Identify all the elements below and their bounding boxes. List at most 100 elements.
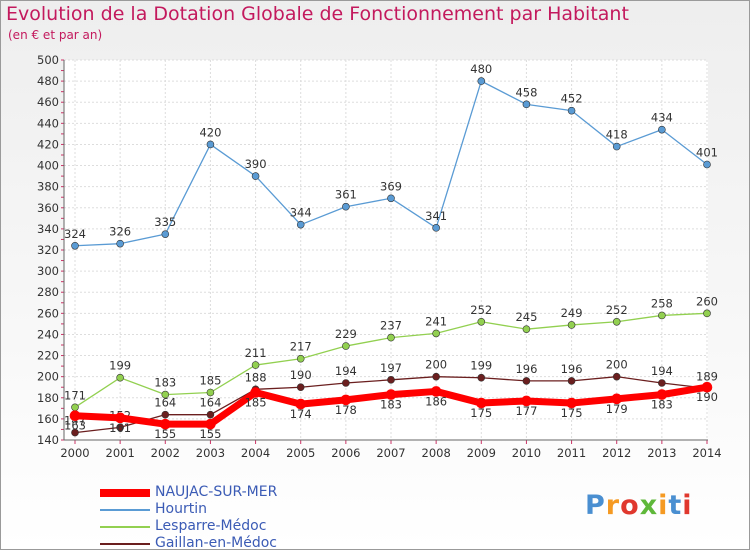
data-label-0: 183 — [380, 398, 402, 412]
logo-letter: i — [658, 490, 669, 521]
legend-label: Lesparre-Médoc — [155, 518, 267, 534]
data-label-1: 369 — [380, 179, 402, 193]
y-tick-label: 380 — [37, 180, 59, 194]
legend-item: NAUJAC-SUR-MER — [100, 484, 400, 501]
x-tick-label: 2003 — [196, 446, 225, 460]
chart-title: Evolution de la Dotation Globale de Fonc… — [6, 3, 629, 25]
data-label-2: 245 — [515, 310, 537, 324]
series-point-3 — [432, 372, 440, 381]
series-point-3 — [658, 379, 666, 387]
series-point-1 — [342, 202, 350, 211]
x-tick-label: 2007 — [376, 446, 405, 460]
data-label-2: 211 — [245, 346, 267, 360]
data-label-1: 458 — [515, 85, 537, 99]
series-point-1 — [658, 125, 666, 134]
data-label-3: 199 — [470, 359, 492, 373]
data-label-1: 452 — [561, 92, 583, 106]
legend-item: Gaillan-en-Médoc — [100, 535, 400, 552]
series-point-1 — [522, 100, 531, 109]
logo-letter: r — [605, 490, 621, 521]
y-tick-label: 340 — [37, 222, 59, 236]
data-label-1: 401 — [696, 146, 718, 160]
series-point-1 — [116, 239, 124, 248]
series-point-1 — [251, 172, 260, 180]
data-label-0: 175 — [561, 406, 583, 420]
legend-swatch — [100, 526, 150, 528]
series-point-3 — [206, 410, 215, 419]
data-label-0: 161 — [109, 421, 131, 435]
series-point-3 — [387, 376, 395, 384]
data-label-1: 341 — [425, 209, 447, 223]
y-tick-label: 180 — [37, 391, 59, 405]
logo-letter: t — [668, 490, 683, 521]
y-tick-label: 400 — [37, 159, 59, 173]
series-point-2 — [567, 321, 576, 329]
series-point-2 — [522, 325, 531, 333]
series-point-2 — [251, 361, 260, 369]
x-tick-label: 2002 — [151, 446, 180, 460]
x-tick-label: 2008 — [422, 446, 451, 460]
series-point-0 — [475, 397, 487, 409]
y-tick-label: 320 — [37, 243, 59, 257]
series-point-0 — [295, 398, 307, 410]
y-tick-label: 300 — [37, 264, 59, 278]
data-label-0: 183 — [651, 398, 673, 412]
y-tick-label: 480 — [37, 74, 59, 88]
data-label-1: 326 — [109, 225, 131, 239]
x-tick-label: 2012 — [602, 446, 631, 460]
logo-letter: x — [639, 490, 659, 521]
data-label-0: 178 — [335, 403, 357, 417]
data-label-2: 237 — [380, 319, 402, 333]
series-point-0 — [159, 418, 171, 430]
data-label-2: 229 — [335, 327, 357, 341]
y-tick-label: 200 — [37, 370, 59, 384]
data-label-3: 196 — [561, 362, 583, 376]
legend-item: Lesparre-Médoc — [100, 518, 400, 535]
legend-item: Hourtin — [100, 501, 400, 518]
data-label-1: 420 — [199, 125, 221, 139]
data-label-3: 164 — [154, 396, 176, 410]
series-point-1 — [477, 77, 486, 85]
series-point-1 — [612, 142, 621, 151]
data-label-2: 249 — [561, 306, 583, 320]
data-label-2: 241 — [425, 314, 447, 328]
data-label-0: 177 — [515, 404, 537, 418]
y-tick-label: 260 — [37, 306, 59, 320]
data-label-1: 390 — [245, 157, 267, 171]
y-tick-label: 240 — [37, 327, 59, 341]
chart-subtitle: (en € et par an) — [8, 28, 103, 42]
series-point-1 — [161, 230, 170, 238]
series-point-3 — [342, 379, 350, 387]
series-point-2 — [161, 390, 170, 399]
data-label-0: 174 — [290, 407, 312, 421]
data-label-2: 252 — [606, 303, 628, 317]
legend-label: Gaillan-en-Médoc — [155, 535, 277, 551]
data-label-2: 185 — [199, 374, 221, 388]
data-label-0: 179 — [606, 402, 628, 416]
data-label-2: 252 — [470, 303, 492, 317]
series-point-3 — [71, 428, 79, 437]
data-label-2: 183 — [154, 376, 176, 390]
series-point-2 — [296, 354, 305, 363]
legend-swatch — [100, 509, 150, 511]
series-point-0 — [566, 397, 577, 409]
series-point-2 — [612, 317, 621, 326]
data-label-3: 194 — [651, 364, 673, 378]
series-point-2 — [116, 373, 124, 382]
series-point-0 — [205, 418, 216, 430]
series-point-0 — [430, 386, 442, 397]
series-point-0 — [521, 395, 532, 407]
data-label-0: 186 — [425, 394, 447, 408]
x-tick-label: 2010 — [512, 446, 541, 460]
data-label-3: 189 — [696, 369, 718, 383]
y-tick-label: 160 — [37, 412, 59, 426]
legend-swatch — [100, 543, 150, 545]
data-label-2: 199 — [109, 359, 131, 373]
legend-label: Hourtin — [155, 501, 207, 517]
data-label-2: 260 — [696, 294, 718, 308]
data-label-2: 258 — [651, 296, 673, 310]
chart-legend: NAUJAC-SUR-MER Hourtin Lesparre-Médoc Gaill… — [100, 484, 400, 552]
series-point-2 — [342, 342, 350, 350]
logo-letter: o — [620, 490, 640, 521]
